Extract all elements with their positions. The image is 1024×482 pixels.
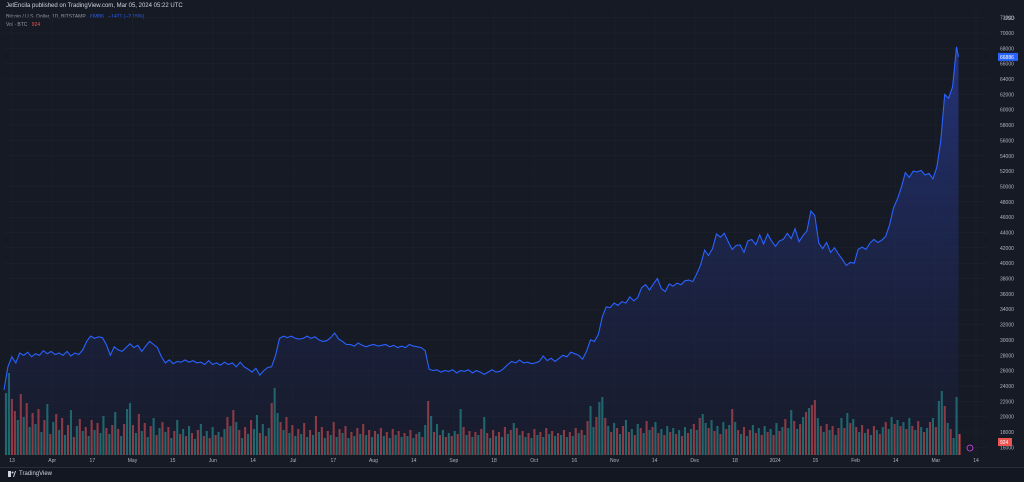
x-tick-label: 2024 — [770, 458, 781, 464]
y-tick-label: 40000 — [1000, 261, 1014, 267]
x-tick-label: 14 — [411, 458, 417, 464]
symbol-name: Bitcoin / U.S. Dollar, 1D, BITSTAMP — [6, 14, 86, 20]
brand-name: TradingView — [19, 471, 53, 477]
y-tick-label: 34000 — [1000, 307, 1014, 313]
x-tick-label: Oct — [530, 458, 538, 464]
y-tick-label: 48000 — [1000, 200, 1014, 206]
y-tick-label: 64000 — [1000, 77, 1014, 83]
symbol-value: 66886 — [89, 14, 104, 20]
y-tick-label: 52000 — [1000, 169, 1014, 175]
x-tick-label: May — [128, 458, 138, 464]
y-tick-label: 36000 — [1000, 292, 1014, 298]
y-tick-label: 54000 — [1000, 154, 1014, 160]
x-tick-label: Dec — [690, 458, 699, 464]
y-tick-label: 16000 — [1000, 445, 1014, 451]
x-tick-label: 14 — [250, 458, 256, 464]
y-tick-label: 20000 — [1000, 415, 1014, 421]
x-tick-label: 14 — [893, 458, 899, 464]
currency-label: USD — [1004, 16, 1015, 22]
x-tick-label: 16 — [572, 458, 578, 464]
x-tick-label: Jun — [209, 458, 217, 464]
y-tick-label: 30000 — [1000, 338, 1014, 344]
x-tick-label: 17 — [90, 458, 96, 464]
x-tick-label: Aug — [369, 458, 378, 464]
y-tick-label: 44000 — [1000, 231, 1014, 237]
x-tick-label: Mar — [932, 458, 941, 464]
event-marker-icon — [966, 444, 974, 452]
published-line: JetEncila published on TradingView.com, … — [6, 3, 183, 9]
price-label-box — [998, 52, 1018, 61]
y-tick-label: 60000 — [1000, 108, 1014, 114]
y-tick-label: 26000 — [1000, 369, 1014, 375]
x-tick-label: 17 — [331, 458, 337, 464]
y-tick-label: 32000 — [1000, 323, 1014, 329]
vol-name: Vol · BTC — [6, 22, 28, 28]
y-tick-label: 72000 — [1000, 16, 1014, 22]
tradingview-logo[interactable]: TradingView — [8, 471, 52, 477]
volume-legend: Vol · BTC 924 — [6, 22, 40, 28]
vol-value: 924 — [31, 22, 41, 28]
x-tick-label: Jul — [290, 458, 296, 464]
y-tick-label: 68000 — [1000, 46, 1014, 52]
x-tick-label: Nov — [610, 458, 619, 464]
y-tick-label: 42000 — [1000, 246, 1014, 252]
vol-label-box — [998, 438, 1012, 446]
y-tick-label: 56000 — [1000, 138, 1014, 144]
volume-bar — [958, 434, 961, 455]
footer-bar: TradingView — [0, 467, 1024, 482]
y-tick-label: 38000 — [1000, 277, 1014, 283]
y-tick-label: 58000 — [1000, 123, 1014, 129]
y-tick-label: 70000 — [1000, 31, 1014, 37]
x-tick-label: 15 — [813, 458, 819, 464]
symbol-legend: Bitcoin / U.S. Dollar, 1D, BITSTAMP 6688… — [6, 14, 144, 20]
price-label: 66886 — [1000, 55, 1014, 61]
y-tick-label: 50000 — [1000, 184, 1014, 190]
vol-label: 924 — [1000, 440, 1009, 446]
y-tick-label: 62000 — [1000, 92, 1014, 98]
y-tick-label: 28000 — [1000, 353, 1014, 359]
y-tick-label: 66000 — [1000, 62, 1014, 68]
tradingview-logo-icon — [8, 471, 16, 477]
x-tick-label: Feb — [851, 458, 860, 464]
x-tick-label: 13 — [9, 458, 15, 464]
price-area — [4, 46, 959, 456]
x-tick-label: 14 — [652, 458, 658, 464]
time-axis[interactable]: 13 Apr 17 May 15 Jun 14 Jul 17 Aug 14 Sep 18 Oct 16 Nov… — [9, 444, 979, 464]
x-tick-label: 18 — [491, 458, 497, 464]
x-tick-label: 14 — [973, 458, 979, 464]
price-line — [3, 46, 960, 390]
y-tick-label: 22000 — [1000, 399, 1014, 405]
x-tick-label: Apr — [48, 458, 56, 464]
x-tick-label: 18 — [732, 458, 738, 464]
x-tick-label: Sep — [449, 458, 458, 464]
symbol-change: −1471 (−2.15%) — [108, 14, 145, 20]
y-tick-label: 24000 — [1000, 384, 1014, 390]
x-tick-label: 15 — [170, 458, 176, 464]
y-tick-label: 18000 — [1000, 430, 1014, 436]
y-tick-label: 46000 — [1000, 215, 1014, 221]
